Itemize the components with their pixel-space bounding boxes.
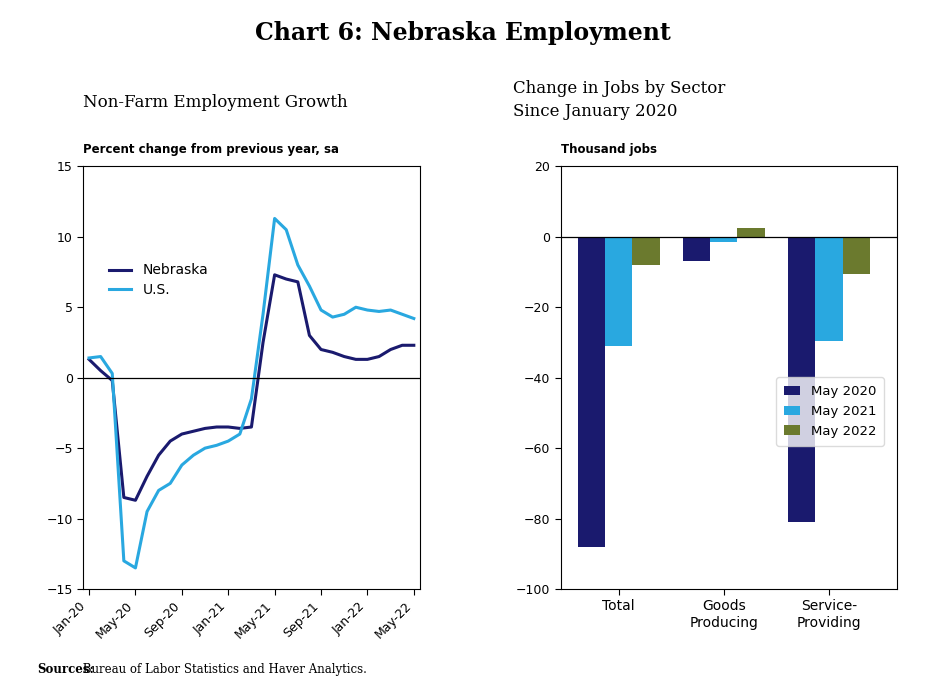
Text: Thousand jobs: Thousand jobs: [561, 143, 657, 156]
Bar: [710, 237, 737, 242]
Bar: [683, 237, 710, 261]
Bar: [578, 237, 605, 547]
Bar: [788, 237, 815, 522]
Bar: [605, 237, 633, 346]
Bar: [843, 237, 870, 274]
Legend: May 2020, May 2021, May 2022: May 2020, May 2021, May 2022: [776, 378, 884, 446]
Bar: [737, 228, 765, 237]
Text: Non-Farm Employment Growth: Non-Farm Employment Growth: [83, 94, 348, 111]
Bar: [633, 237, 660, 265]
Legend: Nebraska, U.S.: Nebraska, U.S.: [104, 258, 214, 302]
Text: Sources:: Sources:: [37, 663, 93, 676]
Bar: [815, 237, 843, 341]
Text: Percent change from previous year, sa: Percent change from previous year, sa: [83, 143, 339, 156]
Text: Chart 6: Nebraska Employment: Chart 6: Nebraska Employment: [254, 21, 671, 45]
Text: Change in Jobs by Sector
Since January 2020: Change in Jobs by Sector Since January 2…: [513, 80, 726, 120]
Text: Bureau of Labor Statistics and Haver Analytics.: Bureau of Labor Statistics and Haver Ana…: [79, 663, 366, 676]
